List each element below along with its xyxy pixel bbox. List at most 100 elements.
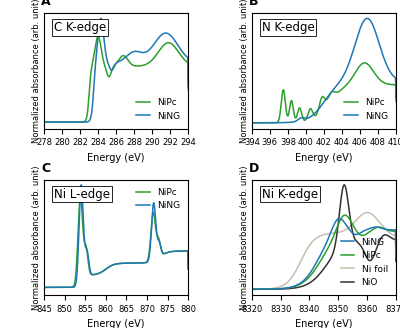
Text: C K-edge: C K-edge [54,21,106,34]
NiNG [105,266,110,270]
NiNG [348,56,353,60]
Text: A: A [41,0,51,9]
NiPc [343,213,348,217]
NiPc [100,270,105,274]
NiNG [337,216,342,220]
Text: Ni K-edge: Ni K-edge [262,188,318,201]
NiNG [157,35,162,39]
Ni foil [362,211,367,215]
NiPc [308,274,312,278]
NiO [249,288,254,292]
NiPc [308,107,312,111]
NiNG [313,111,318,115]
Text: B: B [249,0,258,9]
Y-axis label: Normalized absorbance (arb. unit): Normalized absorbance (arb. unit) [32,165,41,310]
NiPc [154,52,159,56]
NiNG [308,271,312,275]
Line: Ni foil: Ni foil [252,213,396,290]
NiPc [364,62,369,66]
Y-axis label: Normalized absorbance (arb. unit): Normalized absorbance (arb. unit) [240,0,249,143]
NiNG [141,261,146,265]
NiNG [313,263,318,267]
NiPc [394,100,398,104]
NiNG [56,120,61,124]
NiO [362,251,367,255]
NiPc [157,238,162,242]
Legend: NiPc, NiNG: NiPc, NiNG [133,184,184,214]
NiNG [364,16,369,20]
NiPc [141,63,146,67]
Legend: NiPc, NiNG: NiPc, NiNG [133,94,184,124]
Y-axis label: Normalized absorbance (arb. unit): Normalized absorbance (arb. unit) [32,0,41,143]
NiNG [154,230,159,234]
NiPc [362,233,367,237]
NiNG [100,270,105,274]
NiO [313,277,318,280]
Ni foil [394,257,398,261]
X-axis label: Energy (eV): Energy (eV) [295,153,353,163]
NiO [364,256,369,260]
Text: C: C [41,162,50,175]
NiPc [100,54,105,58]
NiNG [186,85,191,89]
Y-axis label: Normalized absorbance (arb. unit): Normalized absorbance (arb. unit) [240,165,249,310]
Line: NiNG: NiNG [252,18,396,123]
NiPc [249,121,254,125]
NiPc [186,267,191,271]
Line: NiPc: NiPc [252,215,396,290]
Text: N K-edge: N K-edge [262,21,314,34]
NiPc [313,113,318,117]
X-axis label: Energy (eV): Energy (eV) [295,319,353,328]
NiNG [362,229,367,233]
Ni foil [364,211,369,215]
Ni foil [365,211,370,215]
NiPc [42,288,46,292]
NiPc [364,232,369,236]
NiPc [56,285,61,289]
NiNG [362,18,367,22]
NiPc [105,266,110,270]
Ni foil [313,237,318,241]
Line: NiPc: NiPc [44,36,188,123]
NiO [308,281,312,285]
NiO [342,183,347,187]
Legend: NiNG, NiPc, Ni foil, NiO: NiNG, NiPc, Ni foil, NiO [337,234,392,291]
NiPc [264,121,269,125]
Text: D: D [249,162,259,175]
NiNG [249,288,254,292]
NiNG [249,121,254,125]
Ni foil [348,224,353,228]
NiO [264,287,269,291]
Line: NiPc: NiPc [252,63,396,123]
Line: NiNG: NiNG [44,185,188,290]
NiNG [154,38,159,42]
NiNG [364,228,369,232]
NiNG [105,60,110,64]
Ni foil [308,242,312,246]
NiPc [313,267,318,271]
NiPc [348,219,353,223]
NiNG [348,230,353,234]
NiPc [154,232,159,236]
NiPc [78,194,83,198]
NiPc [264,287,269,291]
Line: NiO: NiO [252,185,396,290]
NiPc [96,34,100,38]
NiNG [365,16,370,20]
NiNG [186,267,191,271]
NiPc [394,255,398,259]
Legend: NiPc, NiNG: NiPc, NiNG [340,94,392,124]
Line: NiNG: NiNG [44,18,188,123]
NiNG [141,51,146,54]
NiNG [308,115,312,119]
Ni foil [264,287,269,291]
Ni foil [249,288,254,292]
NiPc [362,61,367,65]
Line: NiNG: NiNG [252,218,396,290]
X-axis label: Energy (eV): Energy (eV) [87,153,145,163]
NiPc [157,49,162,53]
NiPc [249,288,254,292]
Text: Ni L-edge: Ni L-edge [54,188,110,201]
NiNG [157,239,162,243]
NiPc [42,121,46,125]
